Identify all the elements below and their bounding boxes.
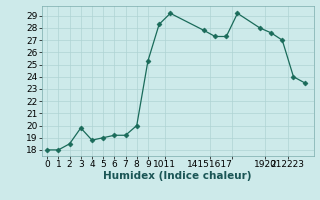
X-axis label: Humidex (Indice chaleur): Humidex (Indice chaleur) (103, 171, 252, 181)
